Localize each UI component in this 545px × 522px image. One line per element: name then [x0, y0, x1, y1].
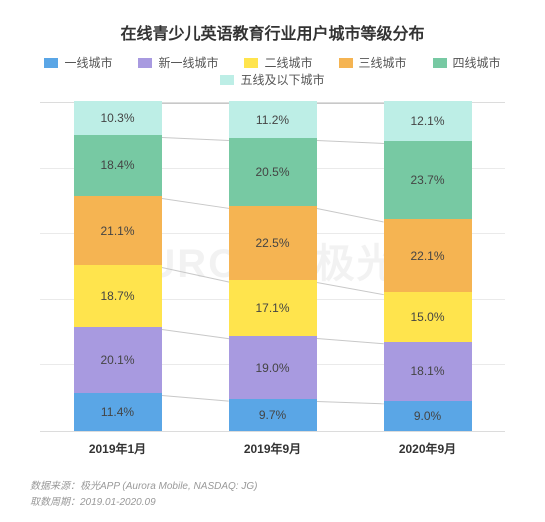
bar-slot: 10.3%18.4%21.1%18.7%20.1%11.4% — [40, 103, 195, 431]
swatch-icon — [44, 58, 58, 68]
swatch-icon — [244, 58, 258, 68]
bar: 12.1%23.7%22.1%15.0%18.1%9.0% — [384, 101, 472, 431]
legend-item: 四线城市 — [433, 54, 501, 71]
legend-label: 新一线城市 — [158, 54, 218, 71]
source-prefix: 数据来源： — [30, 481, 80, 492]
swatch-icon — [433, 58, 447, 68]
bar-segment: 9.0% — [384, 401, 472, 431]
legend-item: 三线城市 — [339, 54, 407, 71]
plot-area: URORA 极光 10.3%18.4%21.1%18.7%20.1%11.4% … — [40, 102, 505, 432]
x-axis: 2019年1月 2019年9月 2020年9月 — [40, 440, 505, 457]
bar-segment: 17.1% — [229, 280, 317, 336]
bar-segment: 9.7% — [229, 399, 317, 431]
legend-label: 一线城市 — [64, 54, 112, 71]
bar: 11.2%20.5%22.5%17.1%19.0%9.7% — [229, 101, 317, 431]
bar-segment: 23.7% — [384, 141, 472, 219]
x-label: 2020年9月 — [350, 440, 505, 457]
swatch-icon — [220, 75, 234, 85]
legend-label: 二线城市 — [264, 54, 312, 71]
x-label: 2019年9月 — [195, 440, 350, 457]
legend-label: 三线城市 — [359, 54, 407, 71]
bar: 10.3%18.4%21.1%18.7%20.1%11.4% — [74, 101, 162, 431]
bar-segment: 18.1% — [384, 342, 472, 402]
legend: 一线城市 新一线城市 二线城市 三线城市 四线城市 五线及以下城市 — [30, 54, 515, 88]
bar-segment: 10.3% — [74, 101, 162, 135]
bar-segment: 20.5% — [229, 138, 317, 206]
bar-segment: 11.2% — [229, 101, 317, 138]
legend-item: 二线城市 — [244, 54, 312, 71]
bar-segment: 12.1% — [384, 101, 472, 141]
bar-segment: 18.7% — [74, 265, 162, 327]
legend-item: 五线及以下城市 — [220, 71, 324, 88]
bar-slot: 12.1%23.7%22.1%15.0%18.1%9.0% — [350, 103, 505, 431]
bar-segment: 22.1% — [384, 219, 472, 292]
footer: 数据来源：极光APP (Aurora Mobile, NASDAQ: JG) 取… — [30, 479, 515, 511]
swatch-icon — [138, 58, 152, 68]
bar-segment: 19.0% — [229, 336, 317, 399]
bar-segment: 22.5% — [229, 206, 317, 280]
swatch-icon — [339, 58, 353, 68]
bars: 10.3%18.4%21.1%18.7%20.1%11.4% 11.2%20.5… — [40, 103, 505, 431]
legend-item: 一线城市 — [44, 54, 112, 71]
source: 极光APP (Aurora Mobile, NASDAQ: JG) — [80, 481, 257, 492]
chart-title: 在线青少儿英语教育行业用户城市等级分布 — [30, 20, 515, 44]
bar-slot: 11.2%20.5%22.5%17.1%19.0%9.7% — [195, 103, 350, 431]
legend-item: 新一线城市 — [138, 54, 218, 71]
period: 2019.01-2020.09 — [80, 497, 156, 508]
period-prefix: 取数周期： — [30, 497, 80, 508]
bar-segment: 15.0% — [384, 292, 472, 342]
bar-segment: 18.4% — [74, 135, 162, 196]
legend-label: 五线及以下城市 — [240, 71, 324, 88]
legend-label: 四线城市 — [453, 54, 501, 71]
bar-segment: 11.4% — [74, 393, 162, 431]
chart-container: 在线青少儿英语教育行业用户城市等级分布 一线城市 新一线城市 二线城市 三线城市… — [0, 0, 545, 522]
x-label: 2019年1月 — [40, 440, 195, 457]
bar-segment: 20.1% — [74, 327, 162, 393]
bar-segment: 21.1% — [74, 196, 162, 266]
